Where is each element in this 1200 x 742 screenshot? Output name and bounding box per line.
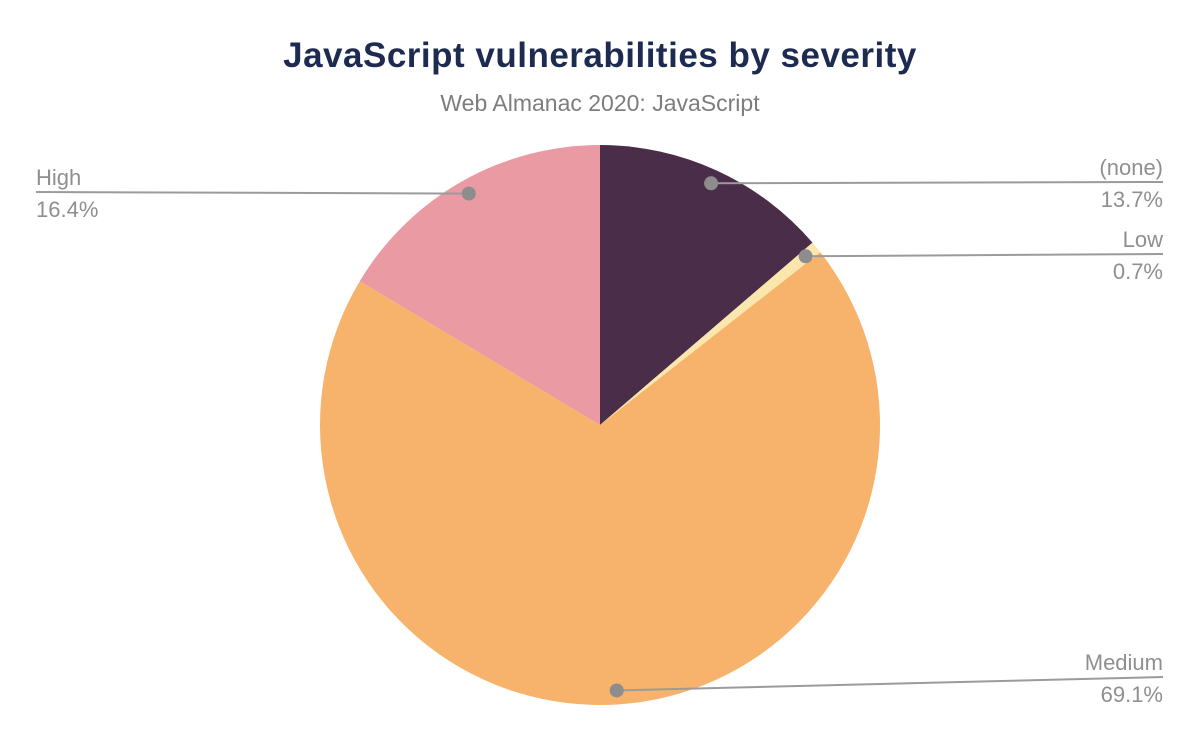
pie-slice-low bbox=[600, 242, 821, 425]
slice-label: Low bbox=[1122, 227, 1163, 252]
slice-value: 0.7% bbox=[1112, 259, 1163, 284]
pie-slice-high bbox=[359, 145, 600, 425]
pie-slice-medium bbox=[319, 252, 880, 705]
leader-dot bbox=[798, 249, 813, 264]
slice-label: High bbox=[36, 165, 82, 190]
leader-line bbox=[711, 181, 1164, 185]
chart-subtitle: Web Almanac 2020: JavaScript bbox=[440, 90, 760, 116]
pie-slice-none bbox=[600, 145, 813, 425]
leader-line bbox=[616, 676, 1164, 692]
leader-line bbox=[805, 253, 1164, 258]
chart-title: JavaScript vulnerabilities by severity bbox=[283, 36, 917, 75]
slice-value: 69.1% bbox=[1100, 682, 1163, 707]
callout-low: Low 0.7% bbox=[943, 227, 1163, 284]
leader-dot bbox=[461, 186, 476, 201]
leader-line bbox=[35, 191, 469, 195]
leader-dot bbox=[704, 176, 719, 191]
slice-value: 16.4% bbox=[36, 197, 99, 222]
slice-label: Medium bbox=[1084, 650, 1163, 675]
slice-value: 13.7% bbox=[1100, 187, 1163, 212]
callout-medium: Medium 69.1% bbox=[943, 650, 1163, 707]
callout-none: (none) 13.7% bbox=[943, 155, 1163, 212]
callout-high: High 16.4% bbox=[36, 165, 256, 222]
slice-label: (none) bbox=[1099, 155, 1163, 180]
leader-dot bbox=[609, 683, 624, 698]
